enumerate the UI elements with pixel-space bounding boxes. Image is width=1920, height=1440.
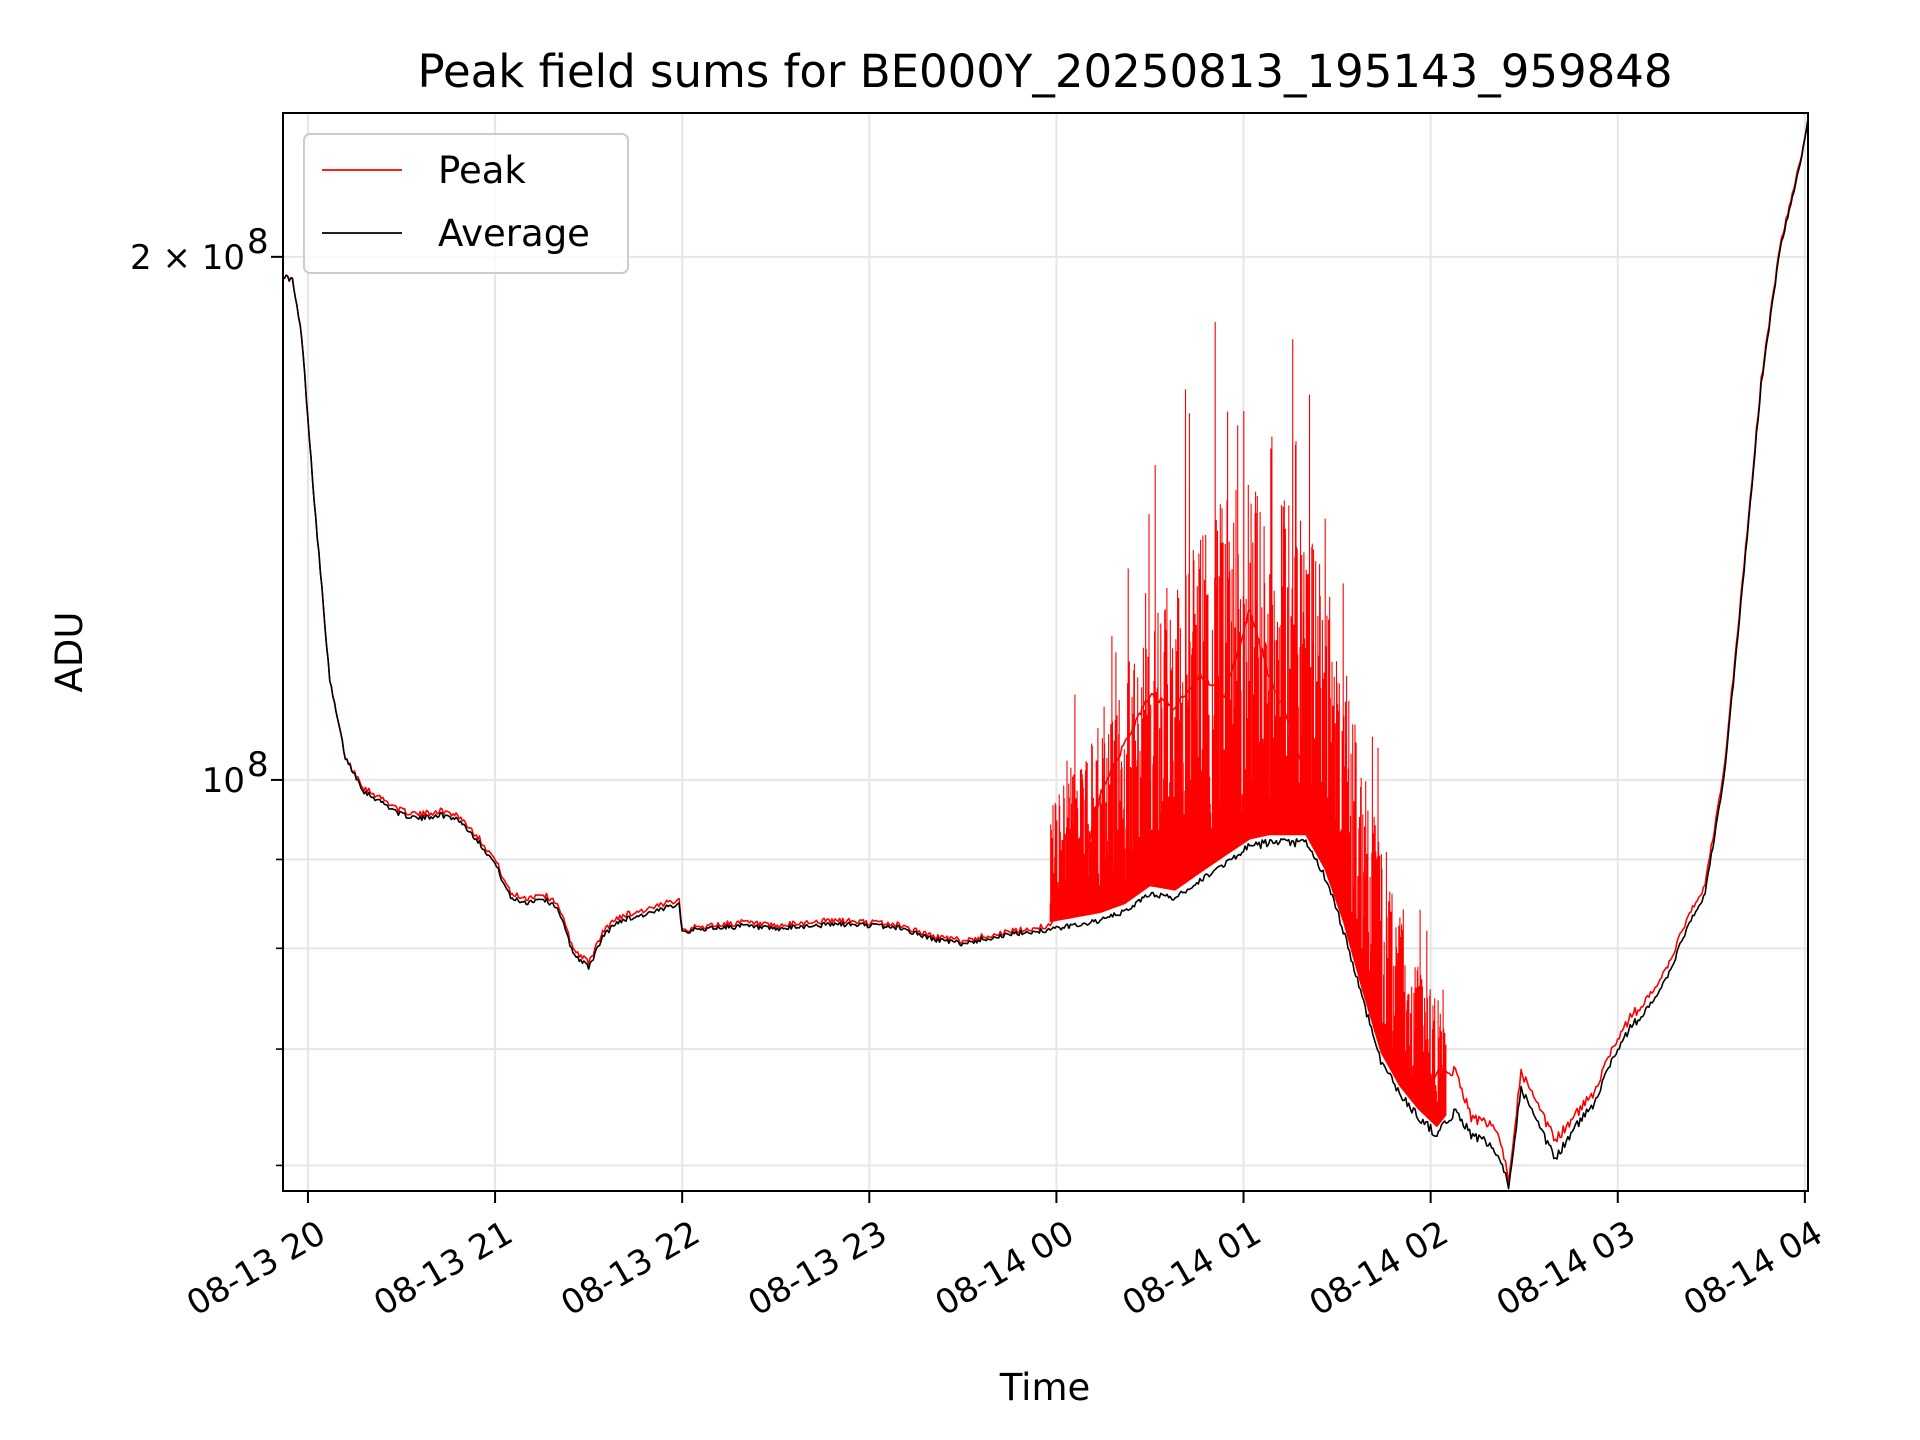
- y-tick-label: 2 × 10: [130, 238, 245, 278]
- series-line-peak: [282, 119, 1809, 1184]
- plot-series: [282, 119, 1809, 1190]
- series-line-average: [282, 119, 1809, 1190]
- legend-label-average: Average: [438, 212, 590, 255]
- y-axis: 10 82 × 10 8: [130, 222, 283, 1167]
- y-tick-label: 10: [202, 761, 245, 801]
- legend: Peak Average: [303, 133, 629, 274]
- legend-label-peak: Peak: [438, 149, 526, 192]
- y-axis-label: ADU: [48, 612, 91, 693]
- y-tick-label-exponent: 8: [247, 745, 269, 785]
- y-tick-label-exponent: 8: [247, 222, 269, 262]
- chart-title: Peak field sums for BE000Y_20250813_1951…: [417, 45, 1672, 98]
- peak-spike-burst: [1049, 321, 1447, 1127]
- plot-area-frame: [282, 112, 1809, 1192]
- series-spikes-peak: [1049, 321, 1447, 1127]
- x-axis-label: Time: [999, 1366, 1091, 1409]
- legend-box: [303, 133, 629, 274]
